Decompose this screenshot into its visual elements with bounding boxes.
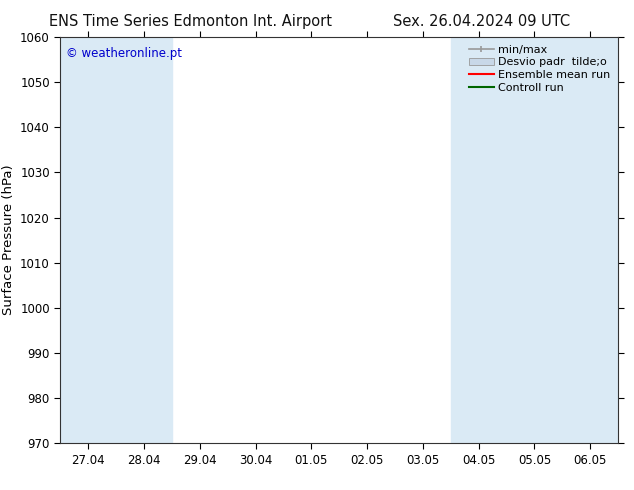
Text: © weatheronline.pt: © weatheronline.pt <box>66 47 182 60</box>
Y-axis label: Surface Pressure (hPa): Surface Pressure (hPa) <box>1 165 15 316</box>
Bar <box>60 37 116 443</box>
Text: ENS Time Series Edmonton Int. Airport: ENS Time Series Edmonton Int. Airport <box>49 14 332 29</box>
Text: Sex. 26.04.2024 09 UTC: Sex. 26.04.2024 09 UTC <box>393 14 571 29</box>
Bar <box>451 37 507 443</box>
Legend: min/max, Desvio padr  tilde;o, Ensemble mean run, Controll run: min/max, Desvio padr tilde;o, Ensemble m… <box>467 42 612 95</box>
Bar <box>116 37 172 443</box>
Bar <box>562 37 618 443</box>
Bar <box>507 37 562 443</box>
